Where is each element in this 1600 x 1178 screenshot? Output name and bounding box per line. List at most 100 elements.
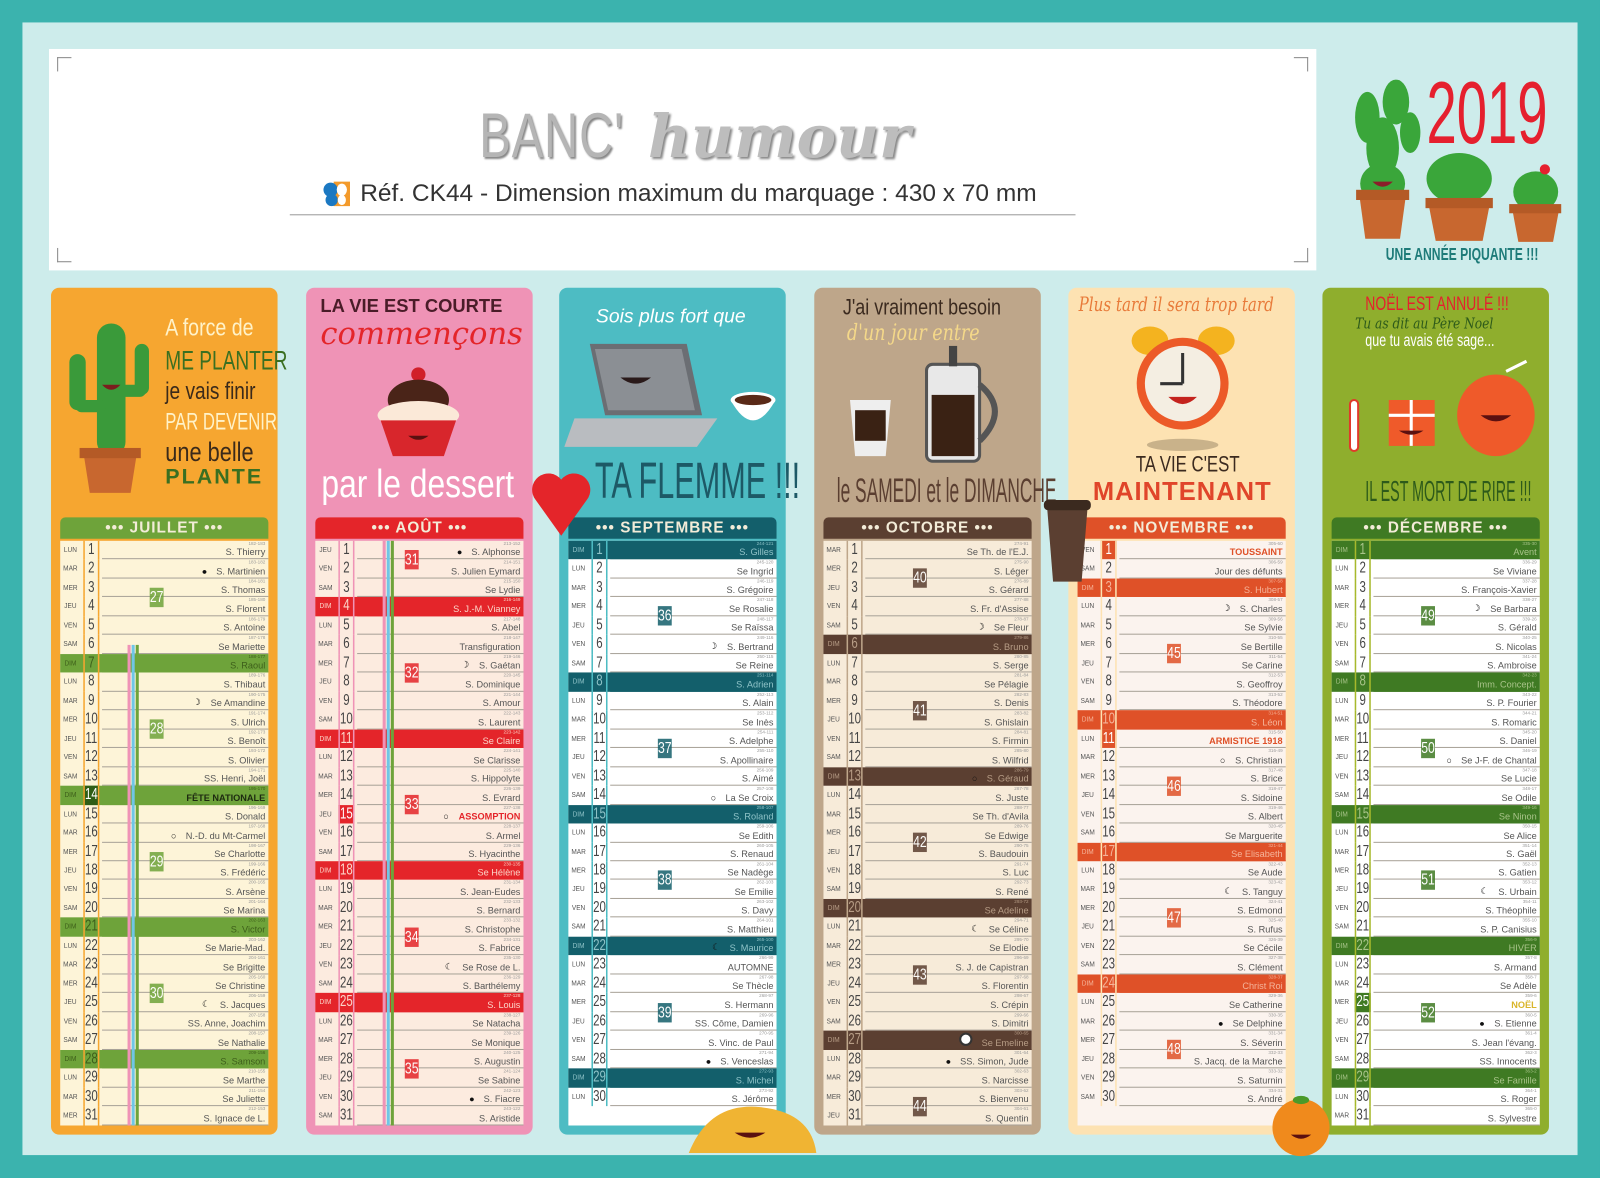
day-row[interactable]: SAM 16 320-45 Se Marguerite — [1078, 823, 1286, 843]
day-row[interactable]: DIM 11 223-142 Se Claire — [315, 729, 524, 749]
day-row[interactable]: LUN 16 350-15 Se Alice — [1332, 823, 1540, 843]
day-row[interactable]: DIM 17 321-44 Se Elisabeth — [1077, 842, 1286, 862]
day-row[interactable]: JEU 1 213-152 S. Alphonse ● — [315, 540, 524, 560]
day-row[interactable]: SAM 17 229-136 S. Hyacinthe — [315, 842, 524, 862]
day-row[interactable]: VEN 23 235-130 Se Rose de L. ☾ — [315, 955, 524, 975]
day-row[interactable]: MER 2 275-90 S. Léger — [823, 559, 1032, 579]
day-row[interactable]: LUN 22 203-162 Se Marie-Mad. — [60, 936, 269, 956]
day-row[interactable]: DIM 15 349-16 Se Ninon — [1331, 804, 1540, 824]
day-row[interactable]: SAM 7 250-115 Se Reine — [568, 653, 777, 673]
day-row[interactable]: MAR 29 302-63 S. Narcisse — [823, 1068, 1032, 1088]
day-row[interactable]: MAR 23 204-161 Se Brigitte — [60, 955, 269, 975]
day-row[interactable]: SAM 20 201-164 Se Marina — [60, 898, 269, 918]
day-row[interactable]: JEU 26 360-5 S. Etienne ● — [1332, 1011, 1540, 1031]
day-row[interactable]: LUN 29 210-155 Se Marthe — [60, 1068, 269, 1088]
day-row[interactable]: MAR 24 267-98 Se Thècle — [568, 974, 777, 994]
day-row[interactable]: SAM 24 236-129 S. Barthélemy — [315, 974, 524, 994]
day-row[interactable]: MER 25 268-97 S. Hermann — [568, 993, 777, 1012]
day-row[interactable]: VEN 26 207-158 SS. Anne, Joachim — [60, 1011, 269, 1031]
day-row[interactable]: MER 18 352-13 S. Gatien — [1332, 861, 1540, 881]
day-row[interactable]: SAM 2 306-59 Jour des défunts — [1078, 559, 1286, 579]
day-row[interactable]: JEU 26 269-96 SS. Côme, Damien — [568, 1011, 777, 1031]
day-row[interactable]: DIM 8 251-114 S. Adrien — [568, 672, 777, 692]
day-row[interactable]: JEU 18 199-166 S. Frédéric — [60, 861, 269, 881]
day-row[interactable]: DIM 1 335-30 Avent — [1331, 540, 1540, 560]
day-row[interactable]: SAM 26 299-66 S. Dimitri — [823, 1011, 1032, 1031]
day-row[interactable]: MAR 30 211-154 Se Juliette — [60, 1087, 269, 1107]
day-row[interactable]: MER 14 226-139 S. Evrard — [315, 785, 524, 805]
day-row[interactable]: VEN 27 361-4 S. Jean l'évang. — [1332, 1030, 1540, 1050]
day-row[interactable]: SAM 28 271-94 S. Venceslas ● — [568, 1049, 777, 1069]
day-row[interactable]: MER 31 212-153 S. Ignace de L. — [60, 1106, 269, 1126]
day-row[interactable]: DIM 15 258-107 S. Roland — [568, 804, 777, 824]
day-row[interactable]: JEU 22 234-131 S. Fabrice — [315, 936, 524, 956]
day-row[interactable]: SAM 31 243-122 S. Aristide — [315, 1106, 524, 1126]
day-row[interactable]: VEN 18 291-74 S. Luc — [823, 861, 1032, 881]
day-row[interactable]: LUN 18 322-43 Se Aude — [1078, 861, 1286, 881]
day-row[interactable]: MAR 17 351-14 S. Gaël — [1332, 842, 1540, 862]
day-row[interactable]: LUN 8 189-176 S. Thibaut — [60, 672, 269, 692]
day-row[interactable]: DIM 22 265-100 S. Maurice ☾ — [568, 936, 777, 956]
day-row[interactable]: JEU 12 346-19 Se J-F. de Chantal ○ — [1332, 748, 1540, 767]
day-row[interactable]: LUN 9 252-113 S. Alain — [568, 691, 777, 711]
day-row[interactable]: DIM 4 216-149 S. J.-M. Vianney — [315, 597, 524, 617]
day-row[interactable]: DIM 25 237-128 S. Louis — [315, 993, 524, 1012]
day-row[interactable]: DIM 27 300-65 Se Emeline — [823, 1030, 1032, 1050]
day-row[interactable]: SAM 7 341-24 S. Ambroise — [1332, 653, 1540, 673]
day-row[interactable]: MER 10 191-174 S. Ulrich — [60, 710, 269, 730]
day-row[interactable]: LUN 12 224-141 Se Clarisse — [315, 748, 524, 767]
day-row[interactable]: JEU 15 227-138 ASSOMPTION ○ — [315, 804, 524, 824]
day-row[interactable]: DIM 18 230-135 Se Hélène — [315, 861, 524, 881]
day-row[interactable]: MER 24 205-160 Se Christine — [60, 974, 269, 994]
day-row[interactable]: JEU 7 311-54 Se Carine — [1078, 653, 1286, 673]
day-row[interactable]: MAR 16 197-168 N.-D. du Mt-Carmel ○ — [60, 823, 269, 843]
day-row[interactable]: JEU 25 206-159 S. Jacques ☾ — [60, 993, 269, 1012]
day-row[interactable]: JEU 3 276-89 S. Gérard — [823, 578, 1032, 598]
day-row[interactable]: SAM 23 327-38 S. Clément — [1078, 955, 1286, 975]
day-row[interactable]: JEU 11 192-173 S. Benoît — [60, 729, 269, 749]
day-row[interactable]: JEU 10 283-82 S. Ghislain — [823, 710, 1032, 730]
day-row[interactable]: LUN 30 273-92 S. Jérôme — [568, 1087, 777, 1107]
day-row[interactable]: MAR 19 323-42 S. Tanguy ☾ — [1078, 880, 1286, 899]
day-row[interactable]: LUN 25 329-36 Se Catherine — [1078, 993, 1286, 1012]
day-row[interactable]: MAR 8 281-84 Se Pélagie — [823, 672, 1032, 692]
day-row[interactable]: MAR 5 309-56 Se Sylvie — [1078, 616, 1286, 636]
day-row[interactable]: SAM 13 194-171 SS. Henri, Joël — [60, 766, 269, 786]
day-row[interactable]: MAR 2 183-182 S. Martinien ● — [60, 559, 269, 579]
day-row[interactable]: MAR 10 253-112 Se Inès — [568, 710, 777, 730]
day-row[interactable]: MER 11 345-20 S. Daniel — [1332, 729, 1540, 749]
day-row[interactable]: MER 30 303-62 S. Bienvenu — [823, 1087, 1032, 1107]
day-row[interactable]: JEU 28 332-33 S. Jacq. de la Marche — [1078, 1049, 1286, 1069]
day-row[interactable]: VEN 27 270-95 S. Vinc. de Paul — [568, 1030, 777, 1050]
day-row[interactable]: LUN 1 182-183 S. Thierry — [60, 540, 269, 560]
day-row[interactable]: MER 18 261-104 Se Nadège — [568, 861, 777, 881]
day-row[interactable]: VEN 6 340-25 S. Nicolas — [1332, 635, 1540, 654]
day-row[interactable]: LUN 5 217-148 S. Abel — [315, 616, 524, 636]
day-row[interactable]: VEN 13 256-109 S. Aimé — [568, 766, 777, 786]
day-row[interactable]: JEU 21 325-40 S. Rufus — [1078, 917, 1286, 937]
day-row[interactable]: MAR 10 344-21 S. Romaric — [1332, 710, 1540, 730]
day-row[interactable]: MAR 31 365-0 S. Sylvestre — [1332, 1106, 1540, 1126]
day-row[interactable]: VEN 6 249-116 S. Bertrand ☽ — [568, 635, 777, 654]
day-row[interactable]: DIM 29 272-93 S. Michel — [568, 1068, 777, 1088]
day-row[interactable]: MAR 15 288-77 Se Th. d'Avila — [823, 804, 1032, 824]
day-row[interactable]: LUN 2 245-120 Se Ingrid — [568, 559, 777, 579]
day-row[interactable]: MAR 20 232-133 S. Bernard — [315, 898, 524, 918]
day-row[interactable]: VEN 20 263-102 S. Davy — [568, 898, 777, 918]
day-row[interactable]: LUN 11 315-50 ARMISTICE 1918 — [1078, 729, 1286, 749]
day-row[interactable]: JEU 31 304-61 S. Quentin — [823, 1106, 1032, 1126]
day-row[interactable]: SAM 10 222-143 S. Laurent — [315, 710, 524, 730]
day-row[interactable]: DIM 1 244-121 S. Gilles — [568, 540, 777, 560]
day-row[interactable]: MAR 27 239-126 Se Monique — [315, 1030, 524, 1050]
day-row[interactable]: LUN 7 280-85 S. Serge — [823, 653, 1032, 673]
day-row[interactable]: MAR 3 337-28 S. François-Xavier — [1332, 578, 1540, 598]
day-row[interactable]: DIM 22 356-9 HIVER — [1331, 936, 1540, 956]
day-row[interactable]: MER 9 282-83 S. Denis — [823, 691, 1032, 711]
day-row[interactable]: DIM 14 195-170 FÊTE NATIONALE — [60, 785, 269, 805]
day-row[interactable]: SAM 21 264-101 S. Matthieu — [568, 917, 777, 937]
day-row[interactable]: JEU 19 353-12 S. Urbain ☾ — [1332, 880, 1540, 899]
day-row[interactable]: MER 6 310-55 Se Bertille — [1078, 635, 1286, 654]
day-row[interactable]: MER 13 317-48 S. Brice — [1078, 766, 1286, 786]
day-row[interactable]: SAM 30 334-31 S. André — [1078, 1087, 1286, 1107]
day-row[interactable]: MAR 17 260-105 S. Renaud — [568, 842, 777, 862]
